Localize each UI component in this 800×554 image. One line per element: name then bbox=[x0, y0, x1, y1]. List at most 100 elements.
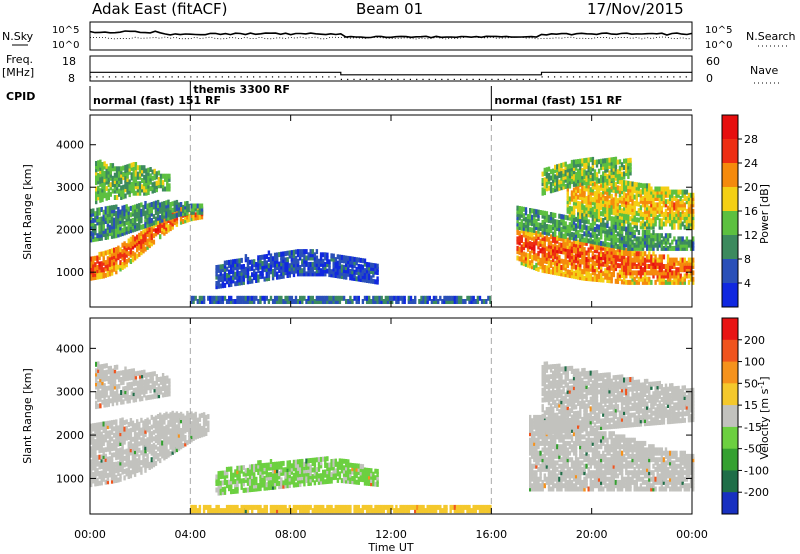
power-cell bbox=[595, 159, 599, 165]
power-cell bbox=[612, 227, 615, 233]
power-cell bbox=[558, 245, 561, 251]
power-cell bbox=[303, 271, 306, 277]
power-cell bbox=[146, 203, 149, 209]
power-cell bbox=[106, 249, 110, 255]
power-cell bbox=[186, 217, 189, 223]
power-cell bbox=[595, 175, 599, 181]
power-cell bbox=[138, 236, 141, 241]
power-cell bbox=[650, 189, 653, 195]
velocity-cell bbox=[136, 458, 139, 464]
power-cell bbox=[620, 241, 624, 247]
power-cell bbox=[631, 270, 634, 276]
power-cell bbox=[522, 222, 526, 228]
power-cell bbox=[535, 234, 538, 240]
nave-point bbox=[660, 76, 662, 78]
power-cell bbox=[681, 215, 684, 221]
power-cell bbox=[552, 215, 555, 221]
velocity-cell bbox=[148, 448, 151, 454]
power-y-axis-label: Slant Range [km] bbox=[21, 164, 34, 260]
power-cell bbox=[462, 299, 465, 304]
power-cell bbox=[629, 209, 632, 215]
power-cell bbox=[608, 199, 611, 205]
power-cell bbox=[572, 190, 576, 196]
power-cell bbox=[447, 295, 450, 301]
power-cell bbox=[342, 264, 346, 270]
velocity-cell bbox=[251, 487, 254, 492]
power-cell bbox=[606, 212, 609, 218]
power-cell bbox=[524, 236, 528, 242]
power-cell bbox=[200, 209, 204, 215]
power-cell bbox=[574, 194, 578, 200]
power-cell bbox=[171, 207, 174, 213]
power-cell bbox=[627, 215, 630, 221]
power-cell bbox=[330, 272, 333, 278]
velocity-cell bbox=[98, 471, 101, 476]
velocity-cell bbox=[207, 423, 210, 429]
power-cell bbox=[106, 209, 110, 215]
power-cell bbox=[319, 271, 323, 277]
power-cell bbox=[273, 262, 277, 268]
power-cell bbox=[342, 258, 346, 264]
power-cell bbox=[296, 261, 300, 267]
power-cell bbox=[363, 268, 367, 274]
power-cell bbox=[577, 201, 580, 206]
power-cell bbox=[363, 295, 367, 301]
velocity-cell bbox=[202, 431, 206, 437]
power-cell bbox=[681, 279, 684, 285]
power-cell bbox=[604, 225, 607, 231]
power-cell bbox=[666, 199, 670, 205]
velocity-cell bbox=[157, 383, 161, 389]
power-cell bbox=[675, 215, 678, 221]
power-cell bbox=[552, 247, 555, 253]
power-cell bbox=[625, 270, 628, 276]
power-cell bbox=[357, 263, 360, 269]
velocity-cell bbox=[202, 418, 206, 424]
power-cell bbox=[209, 299, 212, 304]
power-cell bbox=[439, 295, 442, 301]
power-cell bbox=[363, 271, 367, 277]
power-cell bbox=[627, 251, 630, 257]
power-cell bbox=[520, 212, 523, 218]
power-cell bbox=[161, 186, 165, 192]
power-cell bbox=[552, 171, 555, 177]
power-cell bbox=[660, 260, 663, 266]
power-cell bbox=[671, 245, 674, 251]
power-cell bbox=[545, 167, 549, 173]
power-cell bbox=[309, 249, 312, 255]
power-cell bbox=[368, 275, 371, 281]
power-cell bbox=[577, 249, 580, 255]
velocity-cell bbox=[119, 437, 122, 443]
power-cell bbox=[345, 261, 348, 267]
power-cell bbox=[625, 183, 628, 189]
power-cell bbox=[581, 158, 584, 164]
power-cell bbox=[633, 236, 636, 242]
power-cell bbox=[370, 269, 373, 274]
power-cell bbox=[579, 252, 582, 258]
power-cell bbox=[577, 168, 580, 174]
power-cell bbox=[215, 265, 218, 270]
power-cell bbox=[127, 216, 130, 222]
power-cell bbox=[130, 185, 133, 190]
power-cell bbox=[105, 173, 108, 179]
velocity-cell bbox=[179, 415, 183, 420]
power-cell bbox=[284, 270, 287, 276]
velocity-cell bbox=[149, 388, 152, 394]
power-cell bbox=[574, 271, 578, 277]
power-cell bbox=[602, 222, 605, 228]
power-cell bbox=[121, 208, 124, 214]
velocity-cell bbox=[175, 411, 179, 417]
power-cell bbox=[600, 178, 603, 183]
power-cell bbox=[606, 186, 609, 192]
power-cell bbox=[566, 215, 569, 221]
power-cell bbox=[217, 277, 220, 283]
power-cell bbox=[478, 295, 482, 301]
power-cell bbox=[641, 221, 645, 227]
power-cell bbox=[581, 201, 584, 207]
velocity-cell bbox=[108, 459, 112, 465]
velocity-cell bbox=[225, 479, 229, 485]
power-cell bbox=[589, 263, 592, 269]
power-cell bbox=[685, 264, 689, 269]
power-cell bbox=[317, 271, 321, 277]
velocity-cell bbox=[240, 465, 243, 471]
power-cell bbox=[574, 274, 578, 280]
